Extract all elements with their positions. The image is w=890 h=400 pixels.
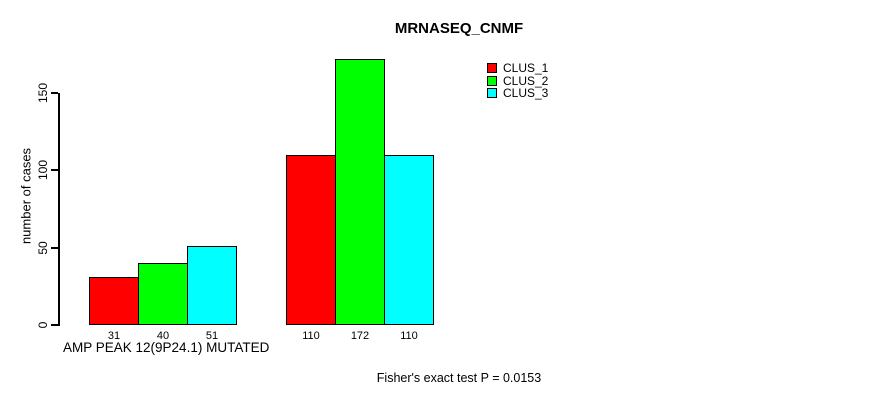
legend-item-clus_1: CLUS_1: [487, 61, 549, 76]
bar-clus_2-group1: [138, 263, 188, 325]
bar-clus_1-group2: [286, 155, 336, 325]
y-tick: [51, 169, 58, 172]
y-axis-label: number of cases: [18, 147, 34, 245]
y-tick-label: 100: [36, 160, 50, 181]
y-tick: [51, 324, 58, 326]
legend-swatch-clus_2: [487, 75, 497, 86]
chart-title: MRNASEQ_CNMF: [394, 20, 524, 37]
legend-item-clus_2: CLUS_2: [487, 73, 549, 88]
legend-swatch-clus_3: [487, 88, 497, 99]
bar-clus_3-group1: [187, 246, 237, 325]
bar-value-label: 31: [107, 330, 121, 342]
bar-clus_2-group2: [335, 59, 385, 325]
bar-clus_1-group1: [89, 277, 139, 325]
bar-value-label: 172: [350, 330, 370, 342]
legend-label: CLUS_2: [503, 73, 549, 88]
legend: CLUS_1 CLUS_2 CLUS_3: [487, 61, 549, 101]
x-axis-group-label: AMP PEAK 12(9P24.1) MUTATED: [63, 340, 270, 355]
legend-label: CLUS_3: [503, 86, 549, 101]
legend-label: CLUS_1: [503, 61, 549, 76]
bar-value-label: 110: [400, 330, 418, 342]
bar-clus_3-group2: [384, 155, 434, 325]
bar-value-label: 51: [205, 330, 219, 342]
y-tick: [51, 92, 58, 94]
bar-value-label: 40: [156, 330, 170, 342]
bar-value-label: 110: [302, 330, 320, 342]
y-tick-label: 0: [36, 321, 50, 329]
legend-swatch-clus_1: [487, 63, 497, 74]
legend-item-clus_3: CLUS_3: [487, 86, 549, 101]
fisher-test-annotation: Fisher's exact test P = 0.0153: [376, 371, 542, 385]
y-tick-label: 150: [36, 82, 50, 104]
y-tick-label: 50: [36, 240, 50, 255]
y-tick: [51, 246, 58, 249]
y-axis-line: [58, 93, 60, 326]
